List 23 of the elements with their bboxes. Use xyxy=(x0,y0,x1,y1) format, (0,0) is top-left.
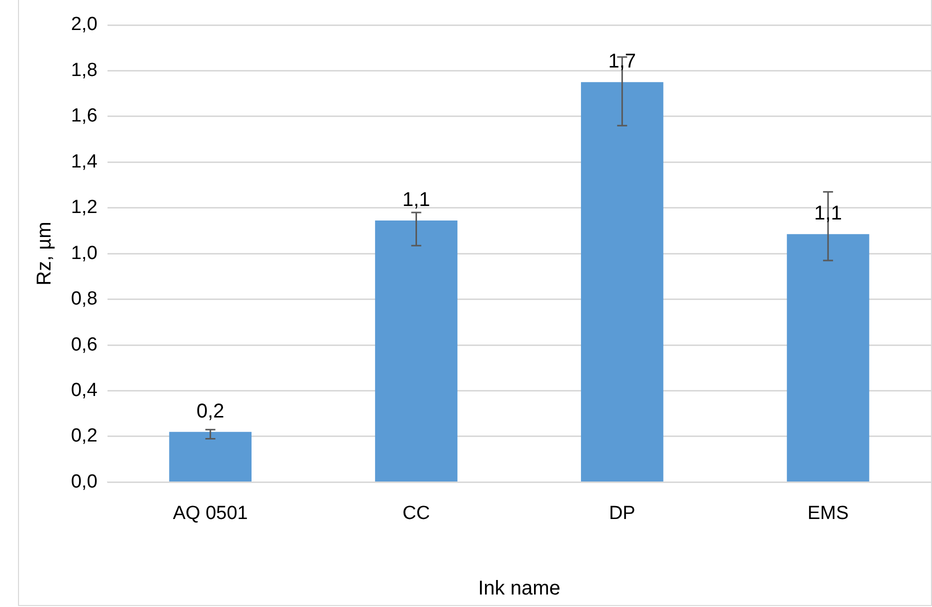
y-tick-label: 0,8 xyxy=(70,288,98,310)
data-label: 1,1 xyxy=(402,188,430,211)
y-tick-label: 1,8 xyxy=(70,60,98,81)
y-tick-label: 1,2 xyxy=(70,197,98,218)
y-tick-label: 2,0 xyxy=(70,14,98,36)
data-label: 0,2 xyxy=(196,400,224,422)
x-axis-title: Ink name xyxy=(478,578,560,600)
y-tick-label: 0,6 xyxy=(70,334,98,356)
x-tick-label: AQ 0501 xyxy=(172,502,248,524)
y-tick-label: 1,4 xyxy=(70,151,98,172)
y-tick-label: 1,0 xyxy=(70,242,98,264)
y-tick-label: 0,2 xyxy=(70,426,98,447)
x-tick-label: DP xyxy=(608,502,636,524)
y-tick-label: 1,6 xyxy=(70,106,98,127)
y-axis-title: Rz, µm xyxy=(34,222,56,286)
bar xyxy=(580,82,664,482)
y-tick-label: 0,0 xyxy=(70,471,98,492)
x-tick-label: CC xyxy=(402,502,430,524)
y-tick-label: 0,4 xyxy=(70,380,98,401)
bar xyxy=(375,220,458,482)
bar xyxy=(786,234,870,482)
x-tick-label: EMS xyxy=(807,502,849,524)
bar xyxy=(169,432,252,482)
